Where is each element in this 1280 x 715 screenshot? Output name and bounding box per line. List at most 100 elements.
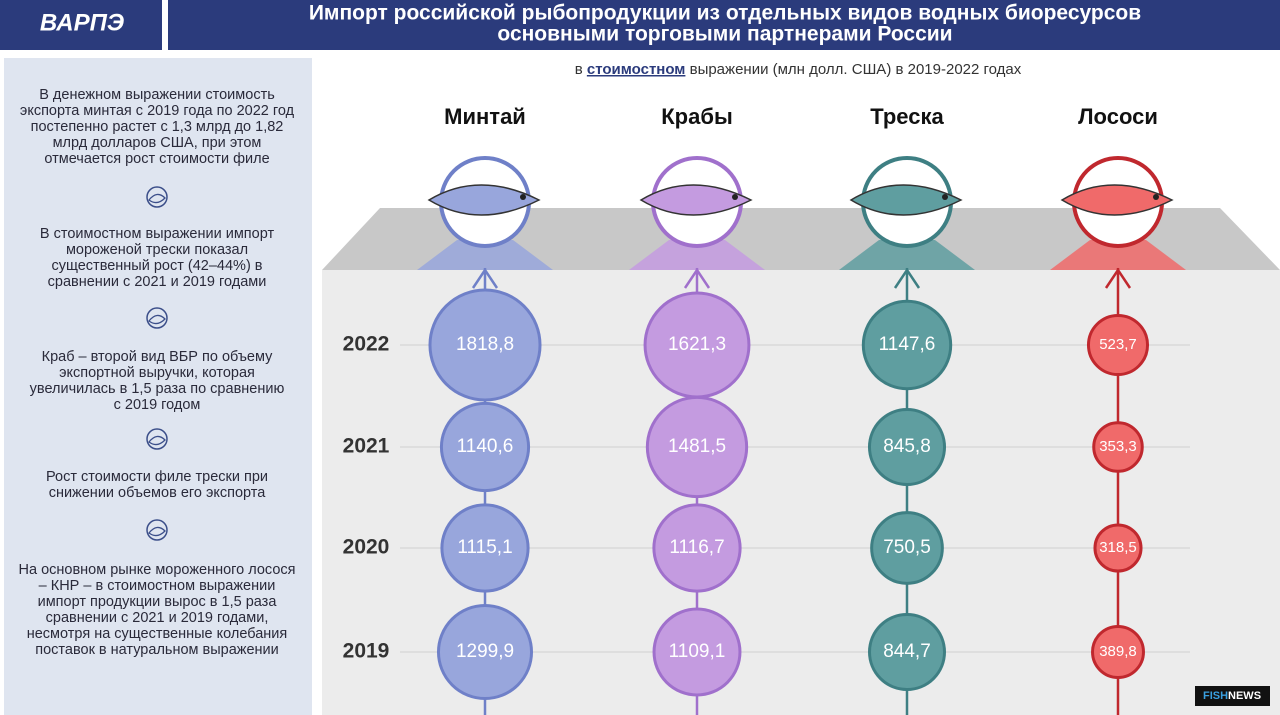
beam [839, 240, 975, 270]
source: FISHNEWS [1203, 690, 1261, 702]
legend-label: Минтай [444, 104, 526, 129]
arrow-head [471, 267, 499, 289]
value-label: 844,7 [883, 641, 931, 662]
sidebar-note: экспортной выручки, которая [59, 365, 255, 381]
sidebar-note: экспорта минтая с 2019 года по 2022 год [20, 103, 295, 119]
beam [629, 240, 765, 270]
icon-eye [1153, 194, 1159, 200]
sidebar-note: с 2019 годом [114, 397, 201, 413]
value-label: 1147,6 [879, 334, 936, 355]
bubble [1091, 625, 1145, 679]
sidebar-note: существенный рост (42–44%) в [51, 258, 262, 274]
bubble [439, 401, 531, 493]
y-category-label: 2020 [343, 536, 390, 559]
sidebar-note: снижении объемов его экспорта [49, 485, 267, 501]
beam [1050, 240, 1186, 270]
y-category-label: 2021 [343, 435, 390, 458]
icon-fish [427, 184, 541, 216]
source-box [1195, 686, 1270, 706]
sidebar-note: – КНР – в стоимостном выражении [39, 578, 276, 594]
logo: ВАРПЭ [40, 9, 124, 36]
bubble [645, 395, 749, 499]
bubble [870, 511, 944, 585]
bubble [436, 603, 534, 701]
bubble [1093, 523, 1143, 573]
y-category-label: 2022 [343, 333, 390, 356]
value-label: 318,5 [1099, 539, 1137, 556]
value-label: 1109,1 [669, 641, 726, 662]
value-label: 1299,9 [456, 641, 514, 662]
bubble [652, 607, 742, 697]
icon-eye [942, 194, 948, 200]
source-part: NEWS [1228, 690, 1261, 702]
sidebar-note: несмотря на существенные колебания [27, 626, 288, 642]
sidebar-note: отмечается рост стоимости филе [44, 151, 269, 167]
legend-label: Лососи [1078, 104, 1158, 129]
bubble [428, 288, 542, 402]
note-icon [148, 314, 166, 325]
value-label: 1115,1 [457, 537, 512, 558]
sidebar-note: сравнении с 2021 и 2019 годами [48, 274, 267, 290]
legend-label: Крабы [661, 104, 732, 129]
bubble [440, 503, 530, 593]
icon-fish [849, 184, 963, 216]
stage-top [322, 208, 1280, 270]
arrow-head [683, 267, 711, 289]
sidebar-note: Рост стоимости филе трески при [46, 469, 268, 485]
value-label: 389,8 [1099, 643, 1137, 660]
icon-fish [639, 184, 753, 216]
icon-fish [1060, 184, 1174, 216]
sidebar-note: увеличилась в 1,5 раза по сравнению [30, 381, 285, 397]
arrow-head [893, 267, 921, 289]
subtitle-part: в [575, 61, 583, 78]
note-icon [148, 193, 166, 204]
sidebar-note: сравнении с 2021 и 2019 годами, [46, 610, 269, 626]
bubble [652, 503, 742, 593]
note-icon [148, 526, 166, 537]
note-icon [148, 435, 166, 446]
sidebar-note: Краб – второй вид ВБР по объему [42, 349, 273, 365]
note-icon [146, 428, 168, 450]
sidebar-note: поставок в натуральном выражении [35, 642, 279, 658]
bubble [867, 407, 947, 487]
subtitle-part: выражении (млн долл. США) в 2019-2022 го… [690, 61, 1022, 78]
logo-box [0, 0, 162, 50]
sidebar-note: импорт продукции вырос в 1,5 раза [38, 594, 278, 610]
header-bar [168, 0, 1280, 50]
subtitle: в стоимостном выражении (млн долл. США) … [575, 61, 1022, 78]
value-label: 523,7 [1099, 336, 1137, 353]
value-label: 1818,8 [456, 334, 514, 355]
subtitle-emph: стоимостном [587, 61, 686, 78]
icon-eye [520, 194, 526, 200]
bubble [1092, 421, 1144, 473]
bubble [868, 613, 946, 691]
bubble [1086, 313, 1150, 377]
value-label: 1621,3 [668, 334, 726, 355]
icon-eye [732, 194, 738, 200]
note-icon [146, 519, 168, 541]
legend-label: Треска [870, 104, 944, 129]
sidebar-note: В денежном выражении стоимость [39, 87, 275, 103]
note-icon [146, 307, 168, 329]
title-line: основными торговыми партнерами России [497, 23, 952, 46]
value-label: 845,8 [883, 436, 931, 457]
sidebar [4, 58, 312, 715]
sidebar-note: В стоимостном выражении импорт [40, 226, 275, 242]
note-icon [146, 186, 168, 208]
y-category-label: 2019 [343, 640, 390, 663]
source-part: FISH [1203, 690, 1228, 702]
sidebar-note: постепенно растет с 1,3 млрд до 1,82 [31, 119, 284, 135]
value-label: 1116,7 [669, 537, 724, 558]
sidebar-note: мороженой трески показал [66, 242, 248, 258]
value-label: 1140,6 [457, 436, 514, 457]
value-label: 750,5 [883, 537, 931, 558]
sidebar-note: млрд долларов США, при этом [53, 135, 262, 151]
value-label: 353,3 [1099, 438, 1137, 455]
value-label: 1481,5 [668, 436, 726, 457]
arrow-head [1104, 267, 1132, 289]
sidebar-note: На основном рынке мороженного лосося [19, 562, 296, 578]
bubble [861, 299, 953, 391]
title-line: Импорт российской рыбопродукции из отдел… [309, 2, 1141, 25]
beam [417, 240, 553, 270]
